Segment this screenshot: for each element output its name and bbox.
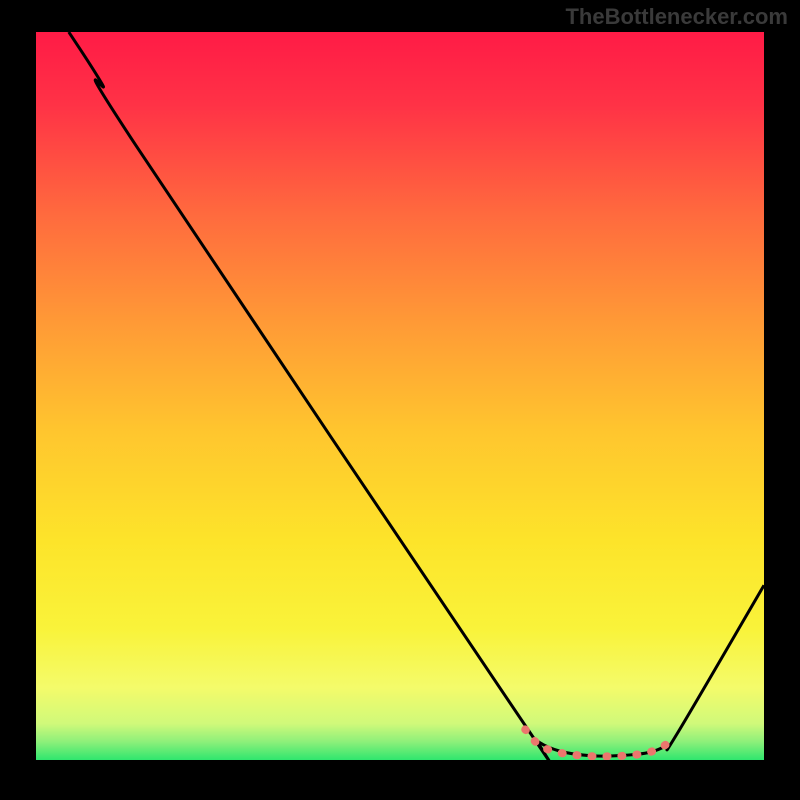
chart-plot-area [36,32,764,760]
watermark-text: TheBottlenecker.com [565,4,788,30]
main-curve [69,32,764,760]
curve-layer [36,32,764,760]
highlight-segment [525,729,672,756]
